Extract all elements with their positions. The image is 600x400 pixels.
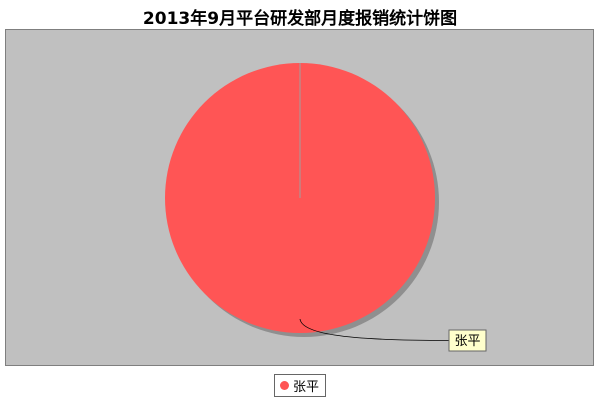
slice-label: 张平 <box>454 334 480 349</box>
legend-swatch <box>280 381 289 390</box>
legend: 张平 <box>274 374 327 397</box>
chart-title: 2013年9月平台研发部月度报销统计饼图 <box>142 9 458 29</box>
legend-label: 张平 <box>293 380 320 395</box>
slice-label-box <box>448 329 487 352</box>
label-leader-line <box>299 318 450 341</box>
